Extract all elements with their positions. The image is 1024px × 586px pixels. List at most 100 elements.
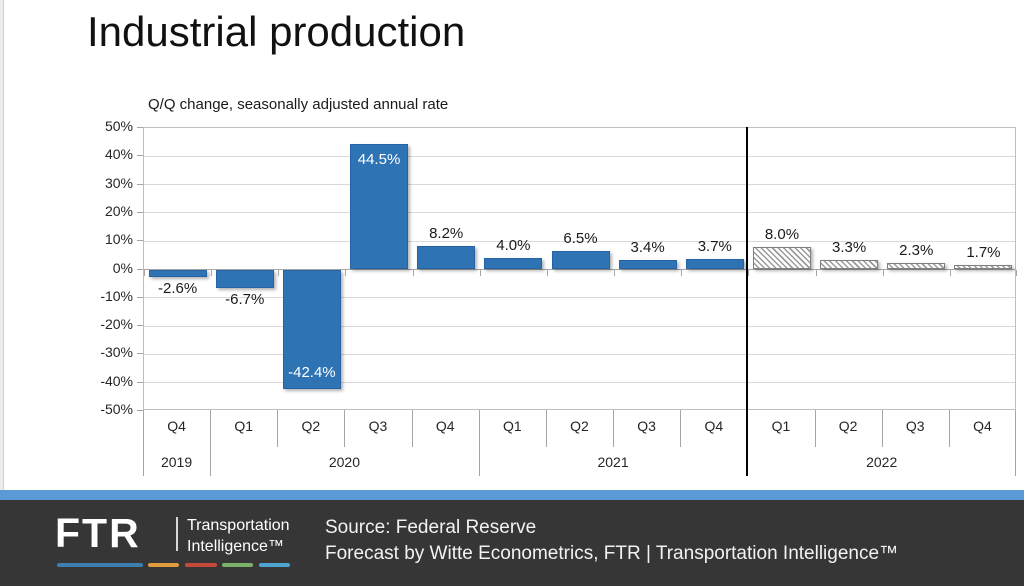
bar: [282, 269, 341, 390]
y-axis-tick: [137, 268, 143, 270]
bar: [350, 143, 409, 270]
y-tick-label: 50%: [104, 118, 133, 134]
grid-line: [144, 297, 1015, 299]
bar: [618, 259, 677, 270]
category-axis-tick: [278, 269, 280, 276]
grid-line: [144, 325, 1015, 327]
bar-data-label: -42.4%: [288, 364, 336, 382]
bar-data-label: 3.7%: [697, 238, 732, 256]
grid-line: [144, 382, 1015, 384]
y-axis-tick: [137, 240, 143, 242]
category-axis-tick: [815, 269, 817, 276]
logo-tagline-line2: Intelligence™: [187, 538, 284, 555]
year-label: 2019: [160, 454, 193, 470]
ftr-logo: FTR: [55, 510, 141, 556]
category-axis-tick: [144, 269, 145, 276]
bar-data-label: 6.5%: [563, 230, 598, 248]
grid-line: [144, 353, 1015, 355]
category-axis-tick: [614, 269, 616, 276]
logo-dash: [222, 563, 253, 567]
grid-line: [144, 184, 1015, 186]
plot-area: -2.6% -6.7% -42.4% 44.5% 8.2% 4.0% 6.5% 3.4% 3.7…: [143, 127, 1017, 410]
x-tick-label: Q2: [838, 418, 858, 434]
footer: FTR Transportation Intelligence™ Source:…: [0, 500, 1024, 586]
quarter-separator: [344, 410, 346, 447]
bar: [685, 259, 744, 270]
x-tick-label: Q4: [435, 418, 455, 434]
bar: [551, 251, 610, 270]
logo-dash: [148, 563, 179, 567]
year-separator: [143, 410, 144, 476]
forecast-divider-line: [746, 127, 749, 476]
y-axis-tick: [137, 325, 143, 327]
x-tick-label: Q4: [973, 418, 992, 434]
category-axis-tick: [949, 269, 951, 276]
quarter-separator: [881, 410, 883, 447]
y-tick-label: -10%: [100, 287, 133, 304]
x-tick-label: Q3: [368, 418, 388, 434]
bar-data-label: -6.7%: [225, 291, 265, 309]
year-label: 2021: [597, 454, 629, 470]
category-axis-tick: [479, 269, 481, 276]
quarter-separator: [545, 410, 547, 447]
category-axis-tick: [882, 269, 884, 276]
logo-tagline: Transportation Intelligence™: [187, 515, 290, 557]
year-label: 2020: [328, 454, 361, 470]
x-axis: Q4 Q1 Q2 Q3 Q4 Q1 Q2 Q3 Q4 Q1 Q2 Q3 Q4 2019 2020 2021 20…: [143, 410, 1016, 476]
category-axis-tick: [748, 269, 750, 276]
bar-data-label: 8.0%: [764, 225, 800, 243]
bar-data-label: -2.6%: [157, 279, 198, 297]
source-line1: Source: Federal Reserve: [325, 517, 537, 538]
year-separator: [1015, 410, 1016, 476]
category-axis-tick: [546, 269, 548, 276]
y-tick-label: 20%: [104, 202, 133, 219]
x-tick-label: Q3: [905, 418, 925, 434]
y-axis-tick: [137, 127, 143, 128]
x-tick-label: Q1: [502, 418, 522, 434]
y-axis-tick: [137, 183, 143, 185]
y-axis-tick: [137, 155, 143, 157]
quarter-separator: [814, 410, 816, 447]
x-tick-label: Q4: [167, 418, 186, 434]
chart-subtitle: Q/Q change, seasonally adjusted annual r…: [148, 96, 449, 113]
y-tick-label: -20%: [100, 316, 133, 333]
y-tick-label: 10%: [104, 231, 133, 248]
quarter-separator: [277, 410, 279, 447]
zero-axis-line: [144, 269, 1015, 270]
quarter-separator: [613, 410, 615, 447]
bar-data-label: 4.0%: [496, 237, 531, 255]
forecast-bar: [820, 260, 879, 270]
grid-line: [144, 212, 1015, 214]
year-separator: [210, 410, 212, 476]
y-tick-label: -30%: [100, 344, 133, 361]
x-tick-label: Q2: [301, 418, 321, 434]
grid-line: [144, 155, 1015, 157]
x-tick-label: Q4: [704, 418, 724, 434]
forecast-bar: [752, 246, 811, 270]
y-tick-label: -50%: [100, 401, 133, 417]
x-tick-label: Q1: [771, 418, 791, 434]
forecast-bar: [954, 264, 1013, 270]
forecast-bar: [887, 262, 946, 270]
y-axis-tick: [137, 410, 143, 411]
source-text: Source: Federal Reserve Forecast by Witt…: [325, 515, 898, 567]
slide-edge: [0, 0, 4, 586]
x-tick-label: Q3: [637, 418, 656, 434]
bar-data-label: 8.2%: [429, 225, 464, 243]
bar: [148, 269, 207, 277]
category-axis-tick: [681, 269, 683, 276]
bar-data-label: 1.7%: [966, 243, 1001, 261]
y-axis-tick: [137, 296, 143, 298]
grid-line: [144, 240, 1015, 242]
y-tick-label: -40%: [100, 372, 133, 389]
category-axis-tick: [1016, 269, 1017, 276]
y-tick-label: 40%: [104, 146, 133, 163]
logo-dash: [57, 563, 143, 567]
y-tick-label: 30%: [104, 174, 133, 191]
logo-tagline-line1: Transportation: [187, 517, 290, 534]
bar: [215, 269, 274, 289]
logo-divider: [176, 517, 178, 551]
y-axis-tick: [137, 353, 143, 355]
quarter-separator: [680, 410, 682, 447]
